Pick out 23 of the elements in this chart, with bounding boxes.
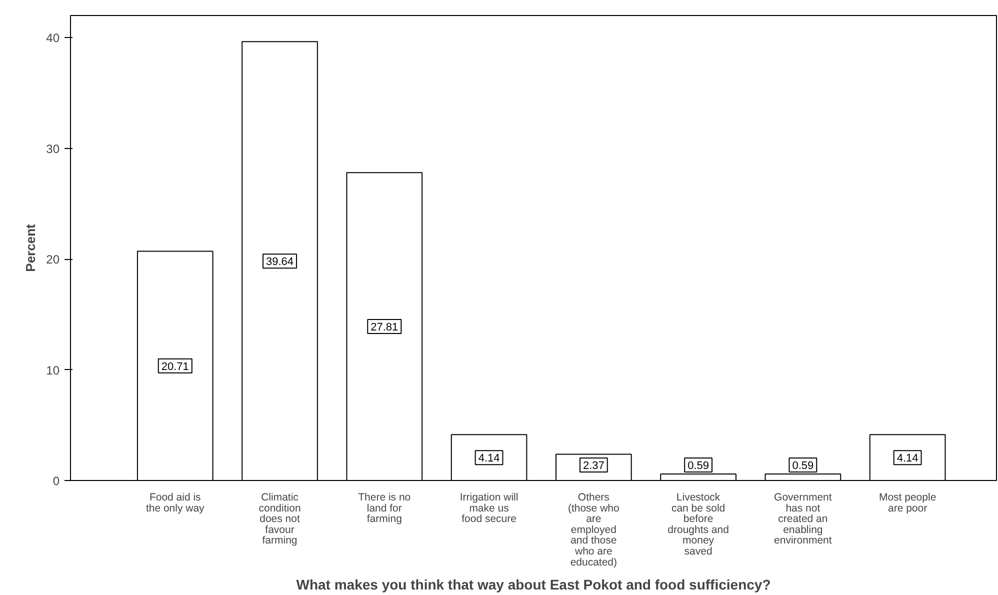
data-label: 27.81 — [370, 322, 398, 334]
data-label: 4.14 — [478, 452, 500, 465]
x-axis-title: What makes you think that way about East Pokot and food sufficiency? — [296, 576, 771, 592]
y-tick-label: 10 — [46, 363, 60, 378]
y-tick-label: 40 — [46, 31, 60, 46]
x-tick-label: Government has not created an enabling environment — [774, 492, 832, 547]
x-tick-label: Irrigation will make us food secure — [460, 492, 518, 526]
data-label: 0.59 — [792, 460, 814, 472]
x-tick-label: There is no land for farming — [358, 492, 411, 526]
x-tick-label: Climatic condition does not favour farming — [258, 492, 301, 547]
data-label: 20.71 — [161, 360, 189, 373]
y-tick-label: 20 — [46, 252, 60, 267]
data-label: 4.14 — [896, 452, 918, 465]
x-tick-label: Food aid is the only way — [146, 492, 206, 514]
data-label: 39.64 — [266, 256, 294, 268]
y-tick-label: 0 — [52, 474, 60, 488]
data-label: 0.59 — [688, 460, 710, 472]
y-tick-label: 30 — [46, 142, 60, 156]
x-tick-label: Most people are poor — [878, 492, 936, 514]
y-axis-title: Percent — [23, 223, 38, 272]
x-tick-label: Others (those who are employed and those who are educated) — [568, 492, 620, 568]
x-tick-label: Livestock can be sold before droughts and money saved — [668, 492, 730, 558]
data-label: 2.37 — [582, 460, 604, 472]
